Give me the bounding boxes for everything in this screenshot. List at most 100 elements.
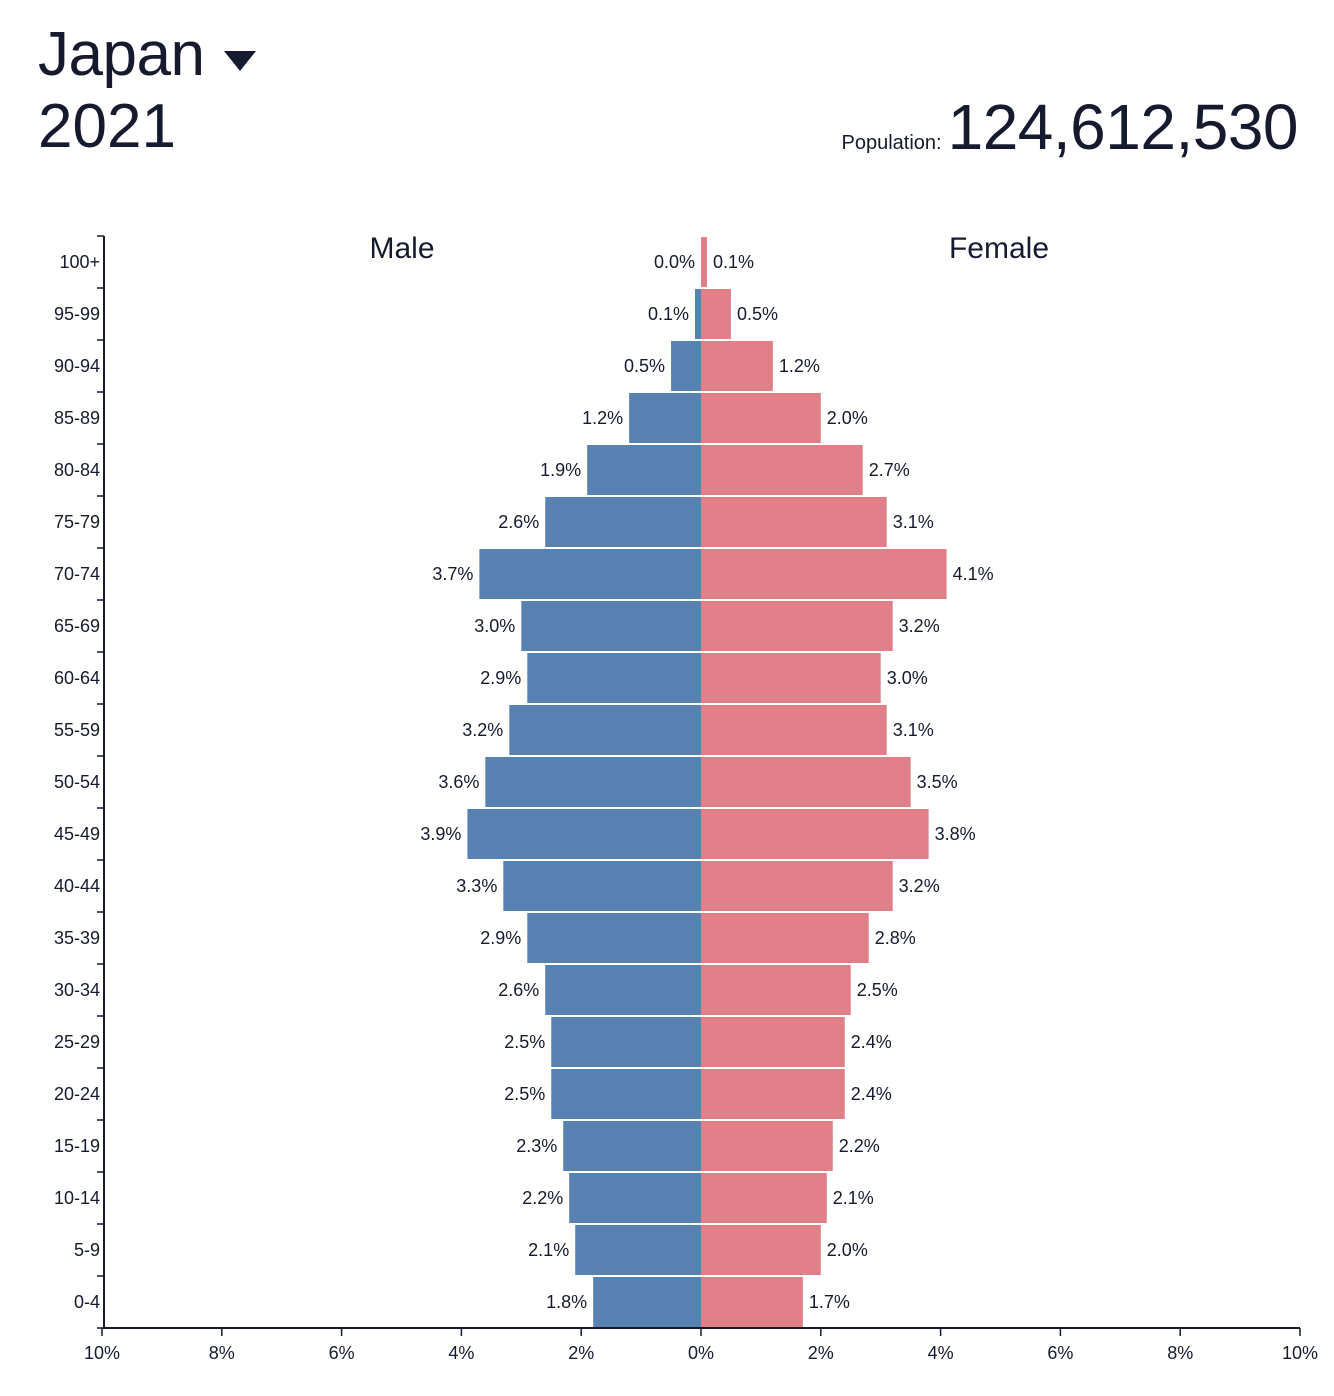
male-value-label: 2.9% <box>480 668 521 688</box>
y-tick-label: 5-9 <box>74 1240 100 1260</box>
y-tick-label: 25-29 <box>54 1032 100 1052</box>
x-tick-label: 0% <box>688 1343 714 1363</box>
caret-down-icon <box>224 51 257 71</box>
female-bar <box>701 289 731 339</box>
population-value: 124,612,530 <box>947 91 1299 163</box>
x-tick-label: 8% <box>1167 1343 1193 1363</box>
male-bar <box>467 809 701 859</box>
female-value-label: 3.2% <box>899 616 940 636</box>
female-bar <box>701 237 707 287</box>
male-bar <box>527 913 701 963</box>
female-bar <box>701 653 881 703</box>
female-value-label: 2.7% <box>869 460 910 480</box>
y-tick-label: 45-49 <box>54 824 100 844</box>
female-bar <box>701 1277 803 1327</box>
chart-bars <box>467 237 947 1327</box>
male-value-label: 3.6% <box>438 772 479 792</box>
male-bar <box>695 289 701 339</box>
male-value-label: 3.0% <box>474 616 515 636</box>
female-bar <box>701 497 887 547</box>
y-tick-label: 60-64 <box>54 668 100 688</box>
male-series-title: Male <box>369 232 434 265</box>
population-label: Population: <box>841 132 942 154</box>
y-tick-label: 35-39 <box>54 928 100 948</box>
female-value-label: 1.7% <box>809 1292 850 1312</box>
female-bar <box>701 1017 845 1067</box>
y-tick-label: 0-4 <box>74 1292 100 1312</box>
female-value-label: 3.1% <box>893 512 934 532</box>
male-bar <box>569 1173 701 1223</box>
male-bar <box>527 653 701 703</box>
female-bar <box>701 549 947 599</box>
male-value-label: 2.2% <box>522 1188 563 1208</box>
female-bar <box>701 913 869 963</box>
male-value-label: 1.9% <box>540 460 581 480</box>
female-bar <box>701 705 887 755</box>
female-value-label: 0.1% <box>713 252 754 272</box>
male-bar <box>521 601 701 651</box>
male-value-label: 1.2% <box>582 408 623 428</box>
male-value-label: 3.9% <box>420 824 461 844</box>
male-bar <box>509 705 701 755</box>
female-bar <box>701 1225 821 1275</box>
y-tick-label: 80-84 <box>54 460 100 480</box>
y-tick-label: 65-69 <box>54 616 100 636</box>
male-value-label: 2.6% <box>498 980 539 1000</box>
x-tick-label: 6% <box>1047 1343 1073 1363</box>
male-value-label: 2.1% <box>528 1240 569 1260</box>
female-value-label: 2.2% <box>839 1136 880 1156</box>
male-bar <box>575 1225 701 1275</box>
male-bar <box>563 1121 701 1171</box>
y-tick-label: 85-89 <box>54 408 100 428</box>
male-value-label: 0.1% <box>648 304 689 324</box>
male-bar <box>545 497 701 547</box>
y-tick-label: 15-19 <box>54 1136 100 1156</box>
female-value-label: 2.4% <box>851 1032 892 1052</box>
male-bar <box>551 1017 701 1067</box>
male-bar <box>503 861 701 911</box>
chart-header: Japan 2021 Population: 124,612,530 <box>0 0 1334 190</box>
female-bar <box>701 601 893 651</box>
male-bar <box>587 445 701 495</box>
female-bar <box>701 341 773 391</box>
y-tick-label: 70-74 <box>54 564 100 584</box>
y-tick-label: 20-24 <box>54 1084 100 1104</box>
x-tick-label: 2% <box>808 1343 834 1363</box>
female-value-label: 3.5% <box>917 772 958 792</box>
chart-axes: 100+ 95-99 90-94 85-89 80-84 75-79 70-74 65-69 6… <box>54 235 1318 1363</box>
female-value-label: 1.2% <box>779 356 820 376</box>
population-display: Population: 124,612,530 <box>841 91 1299 163</box>
female-series-title: Female <box>949 232 1049 265</box>
y-tick-label: 30-34 <box>54 980 100 1000</box>
male-value-label: 3.3% <box>456 876 497 896</box>
female-bar <box>701 1121 833 1171</box>
male-bar <box>671 341 701 391</box>
y-tick-label: 40-44 <box>54 876 100 896</box>
male-value-label: 0.5% <box>624 356 665 376</box>
male-value-label: 0.0% <box>654 252 695 272</box>
male-value-label: 3.2% <box>462 720 503 740</box>
female-bar <box>701 445 863 495</box>
female-bar <box>701 757 911 807</box>
country-dropdown[interactable]: Japan <box>38 22 257 88</box>
x-tick-label: 2% <box>568 1343 594 1363</box>
chart-labels: Male Female 0.0% 0.1% 0.1% 0.5% 0.5% 1.2% 1.2% 2.… <box>369 232 1049 1312</box>
y-tick-label: 100+ <box>59 252 100 272</box>
female-value-label: 3.0% <box>887 668 928 688</box>
male-bar <box>479 549 701 599</box>
female-bar <box>701 861 893 911</box>
female-value-label: 2.0% <box>827 1240 868 1260</box>
female-value-label: 2.8% <box>875 928 916 948</box>
female-value-label: 4.1% <box>953 564 994 584</box>
y-tick-label: 10-14 <box>54 1188 100 1208</box>
female-value-label: 2.4% <box>851 1084 892 1104</box>
y-tick-label: 90-94 <box>54 356 100 376</box>
male-bar <box>551 1069 701 1119</box>
male-value-label: 1.8% <box>546 1292 587 1312</box>
male-value-label: 2.9% <box>480 928 521 948</box>
female-value-label: 3.1% <box>893 720 934 740</box>
female-value-label: 3.8% <box>935 824 976 844</box>
male-value-label: 3.7% <box>432 564 473 584</box>
x-tick-label: 4% <box>448 1343 474 1363</box>
